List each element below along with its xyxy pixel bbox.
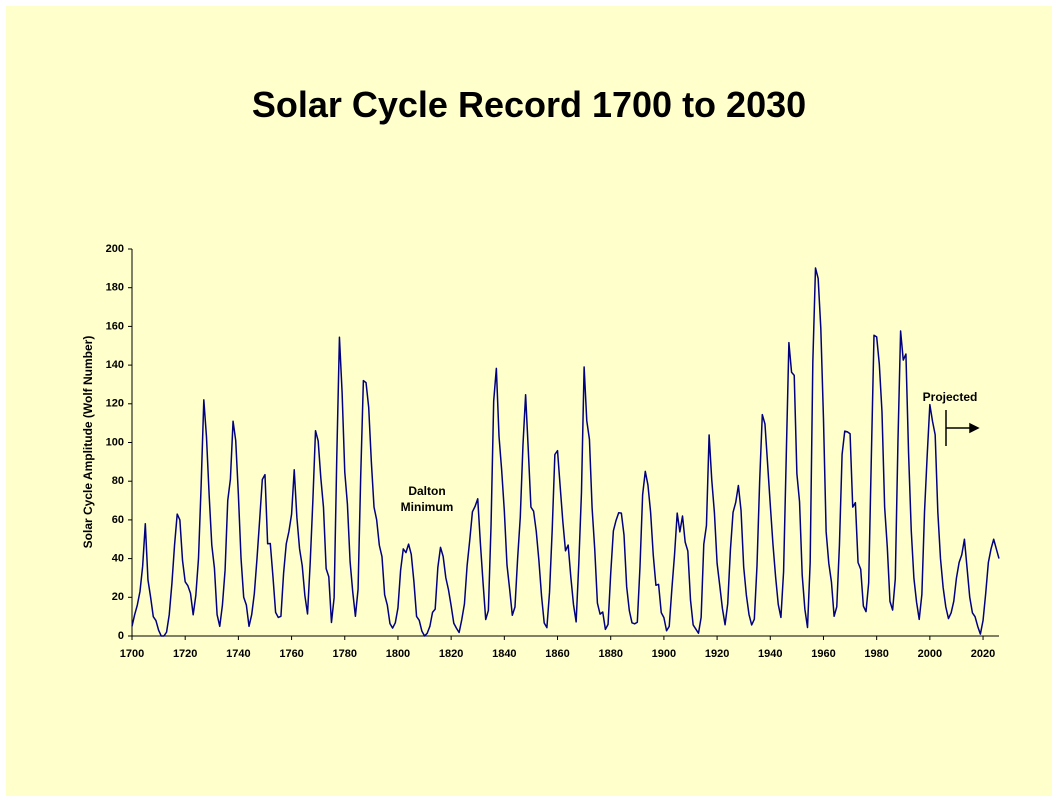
- annotation: Dalton: [408, 484, 445, 498]
- x-tick-label: 1820: [439, 648, 463, 660]
- x-tick-label: 1720: [173, 648, 197, 660]
- x-tick-label: 1900: [652, 648, 676, 660]
- x-tick-label: 2000: [918, 648, 942, 660]
- x-tick-label: 1840: [492, 648, 516, 660]
- annotation: Projected: [923, 390, 978, 404]
- y-tick-label: 0: [118, 630, 124, 642]
- projected-arrow: [945, 410, 980, 446]
- data-line: [131, 267, 1000, 637]
- y-tick-label: 180: [106, 282, 124, 294]
- x-tick-label: 1760: [279, 648, 303, 660]
- x-tick-label: 1700: [120, 648, 144, 660]
- x-tick-label: 1920: [705, 648, 729, 660]
- x-tick-label: 1860: [545, 648, 569, 660]
- annotation: Minimum: [401, 500, 454, 514]
- y-tick-label: 80: [112, 475, 124, 487]
- chart-title: Solar Cycle Record 1700 to 2030: [252, 84, 806, 125]
- y-tick-label: 160: [106, 320, 124, 332]
- x-tick-label: 1980: [864, 648, 888, 660]
- y-tick-label: 200: [106, 243, 124, 255]
- x-tick-label: 1960: [811, 648, 835, 660]
- y-tick-label: 20: [112, 591, 124, 603]
- x-tick-label: 2020: [971, 648, 995, 660]
- x-tick-label: 1740: [226, 648, 250, 660]
- x-tick-label: 1940: [758, 648, 782, 660]
- y-tick-label: 120: [106, 398, 124, 410]
- y-tick-label: 100: [106, 436, 124, 448]
- x-tick-label: 1780: [333, 648, 357, 660]
- y-tick-label: 140: [106, 359, 124, 371]
- y-tick-label: 40: [112, 553, 124, 565]
- slide-background: [6, 6, 1052, 796]
- y-tick-label: 60: [112, 514, 124, 526]
- x-tick-label: 1880: [598, 648, 622, 660]
- x-tick-label: 1800: [386, 648, 410, 660]
- y-axis-label: Solar Cycle Amplitude (Wolf Number): [81, 336, 95, 549]
